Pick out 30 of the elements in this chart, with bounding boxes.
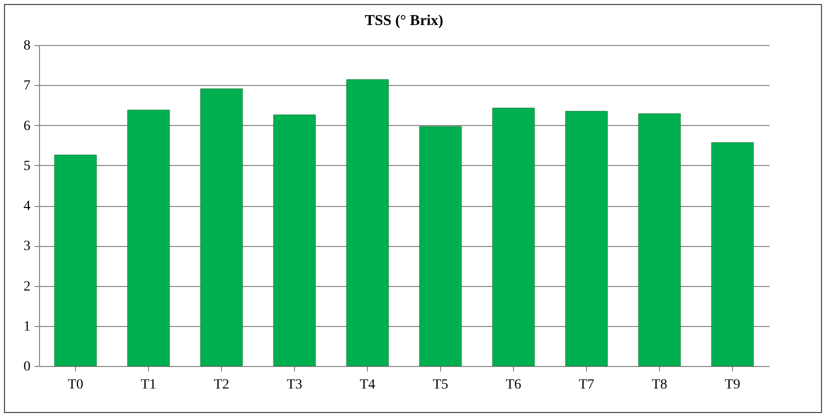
bar: [346, 79, 389, 366]
x-tick-label: T4: [360, 378, 376, 392]
x-tick-label: T5: [432, 378, 448, 392]
x-tick-label: T9: [724, 378, 740, 392]
y-tick-label: 1: [24, 319, 30, 334]
bar: [200, 88, 243, 366]
bar: [711, 142, 754, 366]
bar: [638, 113, 681, 366]
x-tick-label: T3: [286, 378, 302, 392]
chart-title: TSS (° Brix): [364, 13, 444, 29]
x-tick-label: T7: [578, 378, 594, 392]
y-tick-label: 4: [24, 199, 30, 214]
bar: [54, 154, 97, 366]
bar: [273, 114, 316, 366]
y-tick-label: 6: [24, 118, 30, 134]
y-tick-label: 2: [24, 279, 30, 294]
y-tick-label: 7: [24, 78, 30, 94]
x-tick-label: T6: [506, 378, 522, 392]
x-tick-label: T1: [140, 378, 156, 392]
bar: [492, 108, 535, 366]
bar: [419, 126, 462, 366]
bar: [565, 110, 608, 366]
y-tick-label: 8: [24, 38, 30, 54]
bar: [127, 110, 170, 366]
x-tick-label: T2: [214, 378, 230, 392]
y-tick-label: 5: [24, 158, 30, 174]
y-tick-label: 3: [24, 239, 30, 254]
y-tick-label: 0: [24, 360, 30, 374]
x-tick-label: T0: [68, 378, 84, 392]
x-tick-label: T8: [652, 378, 668, 392]
